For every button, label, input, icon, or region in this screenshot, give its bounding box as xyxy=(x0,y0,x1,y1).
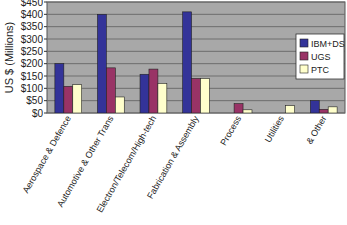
legend-swatch xyxy=(300,39,308,47)
bars xyxy=(55,12,337,113)
tick-mark xyxy=(44,2,47,3)
tick-mark xyxy=(44,63,47,64)
tick-label: $450 xyxy=(21,0,44,8)
legend-label: UGS xyxy=(311,52,331,62)
category-label: Utilities xyxy=(263,114,286,145)
tick-label: $0 xyxy=(32,108,44,119)
y-axis-label: US $ (Millions) xyxy=(3,22,15,94)
bar xyxy=(286,106,295,113)
bar xyxy=(192,78,201,113)
bar xyxy=(73,85,82,113)
grid-line xyxy=(47,2,345,3)
tick-mark xyxy=(44,51,47,52)
category-label: Process xyxy=(218,114,243,148)
bar xyxy=(277,113,286,114)
bar xyxy=(149,69,158,113)
bar xyxy=(106,68,115,113)
category-label: Fabrication & Assembly xyxy=(145,114,201,201)
bar xyxy=(55,64,64,113)
bar xyxy=(243,110,252,113)
tick-label: $250 xyxy=(21,46,44,57)
bar xyxy=(234,104,243,113)
bar xyxy=(328,107,337,113)
tick-mark xyxy=(44,88,47,89)
legend-label: PTC xyxy=(311,65,330,75)
bar xyxy=(97,14,106,113)
tick-label: $100 xyxy=(21,83,44,94)
legend-box xyxy=(296,34,344,79)
tick-mark xyxy=(44,113,47,114)
bar xyxy=(268,113,277,114)
bar xyxy=(158,83,167,113)
legend: IBM+DS UGS PTC xyxy=(296,34,345,79)
chart: $0 $50$100$150 $200$250$300 $350$400$450 US … xyxy=(0,0,347,225)
bar xyxy=(310,101,319,113)
bar xyxy=(115,97,124,113)
tick-label: $50 xyxy=(26,95,43,106)
bar xyxy=(200,78,209,113)
grid-line xyxy=(47,26,345,27)
tick-mark xyxy=(44,14,47,15)
tick-label: $200 xyxy=(21,58,44,69)
tick-label: $150 xyxy=(21,71,44,82)
legend-swatch xyxy=(300,52,308,60)
legend-label: IBM+DS xyxy=(311,39,345,49)
grid-line xyxy=(47,14,345,15)
tick-label: $300 xyxy=(21,34,44,45)
legend-swatch xyxy=(300,65,308,73)
category-label: Aerospace & Defence xyxy=(21,114,73,195)
bar xyxy=(319,109,328,113)
tick-mark xyxy=(44,76,47,77)
tick-label: $400 xyxy=(21,9,44,20)
category-label: Electron/Telecom/High-tech xyxy=(94,114,158,214)
bar xyxy=(225,113,234,114)
tick-mark xyxy=(44,39,47,40)
tick-label: $350 xyxy=(21,21,44,32)
bar xyxy=(183,12,192,113)
tick-mark xyxy=(44,100,47,101)
category-label: & Other xyxy=(304,114,328,146)
bar xyxy=(140,74,149,113)
tick-mark xyxy=(44,26,47,27)
plot-area xyxy=(47,2,345,113)
bar xyxy=(64,86,73,113)
